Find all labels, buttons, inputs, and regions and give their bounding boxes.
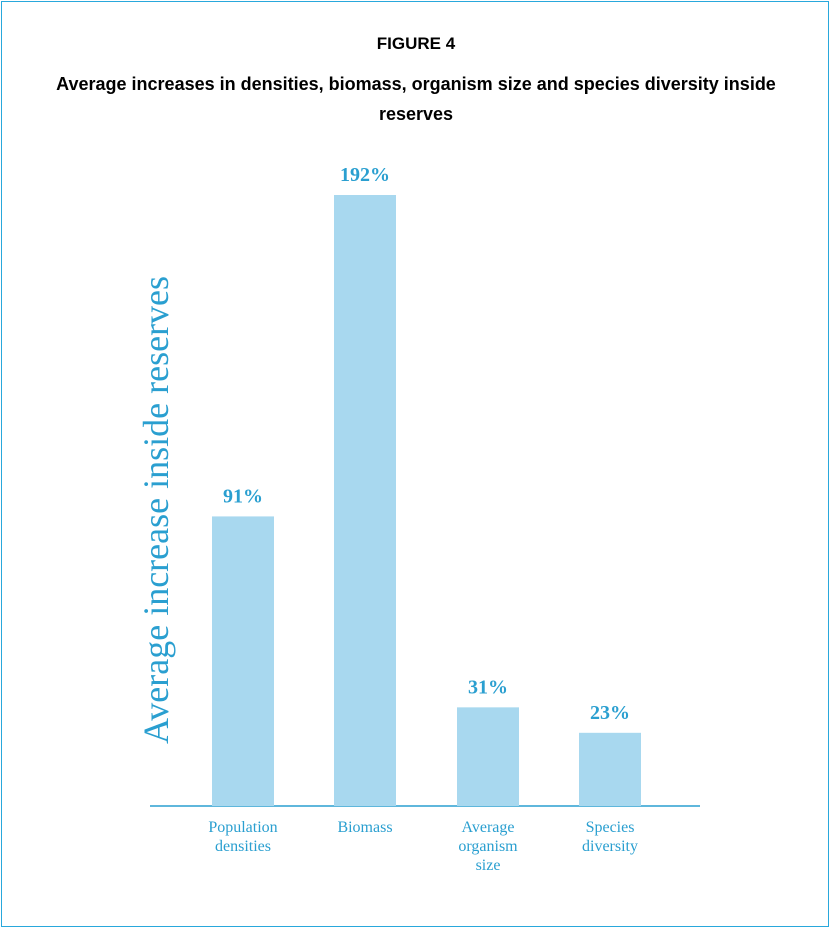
y-axis-label: Average increase inside reserves <box>136 276 176 744</box>
x-tick-label: Population densities <box>208 819 278 855</box>
chart-subtitle: Average increases in densities, biomass,… <box>56 74 776 124</box>
value-label: 31% <box>468 676 508 698</box>
bar <box>457 707 519 806</box>
bar <box>579 732 641 806</box>
value-label: 192% <box>340 164 390 186</box>
bar <box>212 516 274 806</box>
x-tick-label: Average organism size <box>458 819 518 874</box>
bar <box>334 195 396 806</box>
x-tick-label: Biomass <box>337 819 393 836</box>
value-label: 91% <box>223 485 263 507</box>
x-tick-label: Species diversity <box>582 819 638 855</box>
value-label: 23% <box>590 702 630 724</box>
chart-title: FIGURE 4 <box>376 34 456 53</box>
